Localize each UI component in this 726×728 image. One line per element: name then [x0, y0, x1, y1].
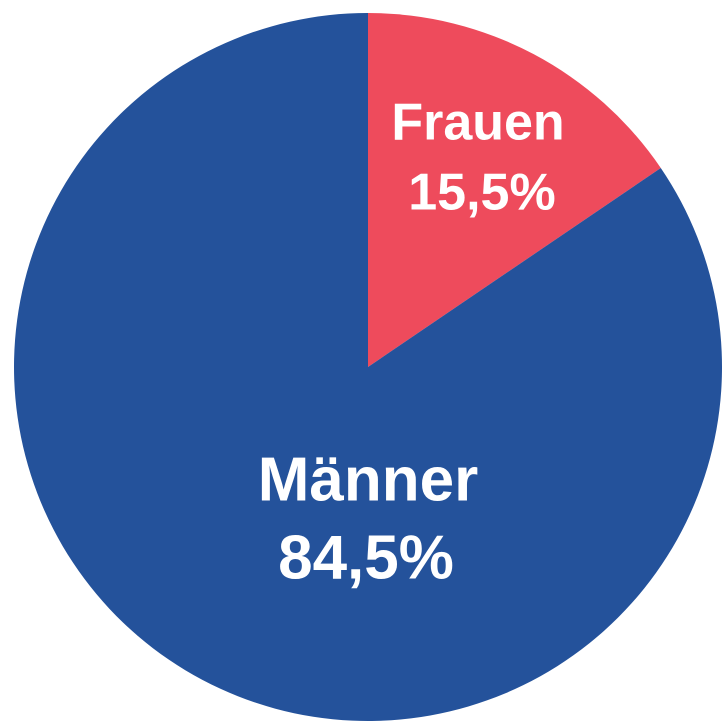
slice-value-maenner: 84,5% [278, 523, 454, 592]
slice-label-group-maenner: Männer 84,5% [258, 445, 478, 592]
slice-label-group-frauen: Frauen 15,5% [391, 94, 564, 222]
slice-value-frauen: 15,5% [408, 164, 555, 222]
slice-label-frauen: Frauen [391, 94, 564, 152]
pie-slices [14, 13, 723, 721]
pie-slice-maenner [14, 13, 723, 721]
slice-label-maenner: Männer [258, 445, 478, 514]
pie-slice-frauen [368, 13, 661, 367]
